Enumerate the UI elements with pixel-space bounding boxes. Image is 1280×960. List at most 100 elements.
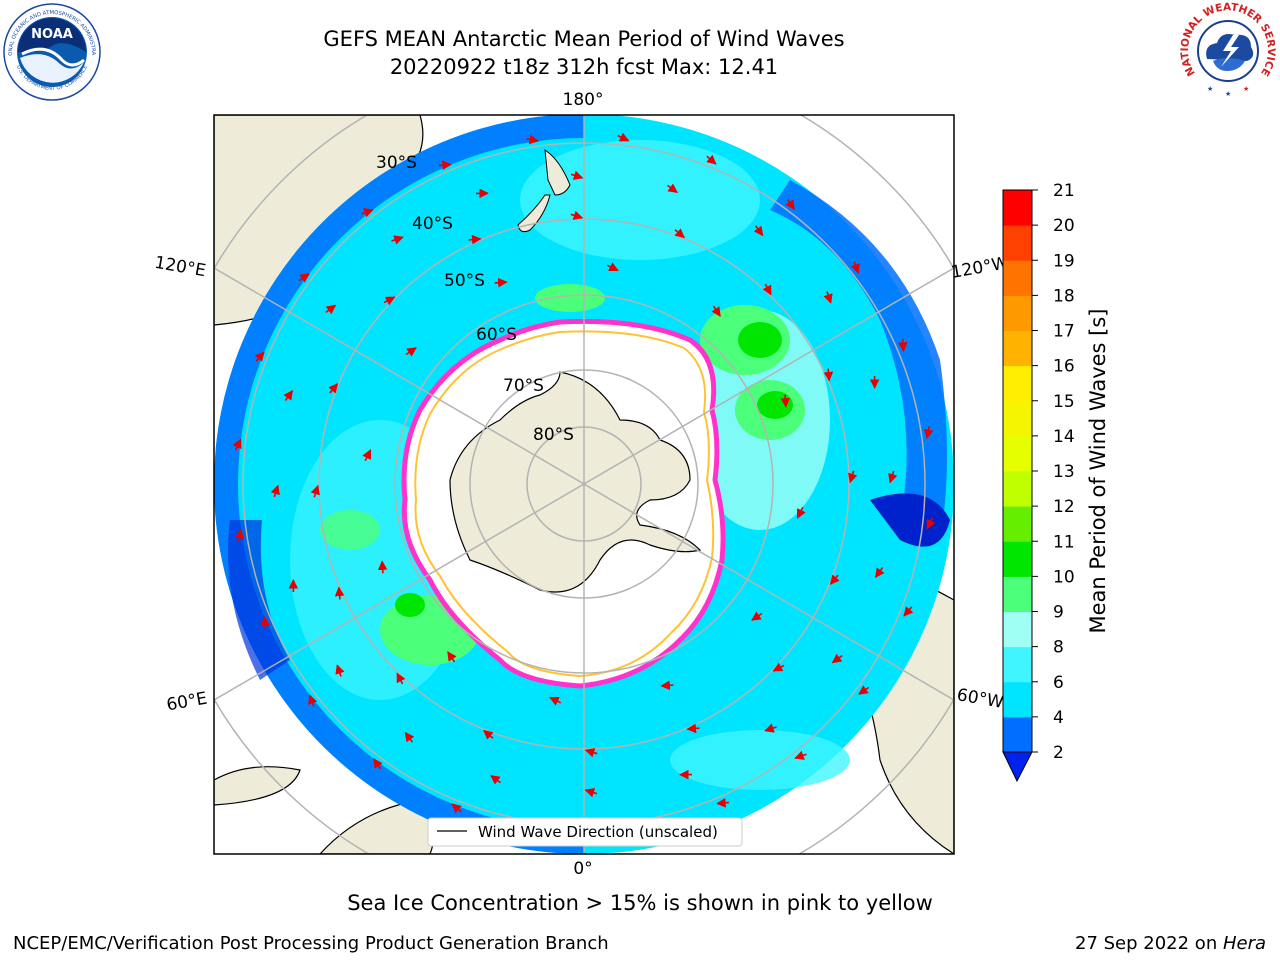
colorbar-extend-triangle (1002, 751, 1033, 783)
wave-arrow (362, 449, 372, 462)
wave-arrow (570, 170, 584, 180)
nws-logo: NATIONAL WEATHER SERVICE ★ ★ ★ (1179, 1, 1277, 99)
colorbar-block (1003, 716, 1032, 753)
lat-label-50s: 50°S (444, 271, 485, 291)
wave-arrow (584, 788, 598, 798)
colorbar-block (1003, 330, 1032, 367)
wave-arrow (848, 470, 858, 484)
colorbar-block (1003, 681, 1032, 718)
wave-arrow (780, 394, 791, 408)
wave-arrow (310, 484, 320, 498)
wind-wave-arrows (232, 132, 936, 836)
lat-label-70s: 70°S (503, 376, 544, 396)
lat-label-80s: 80°S (533, 425, 574, 445)
colorbar-tick-label: 14 (1053, 427, 1075, 447)
wave-arrow (468, 234, 482, 245)
colorbar-tick-label: 4 (1053, 708, 1064, 728)
footer-date-text: 27 Sep 2022 on (1075, 933, 1223, 954)
wave-arrow (234, 528, 245, 542)
wave-arrow (447, 651, 457, 663)
colorbar-block (1003, 295, 1032, 331)
colorbar-tick-label: 8 (1053, 638, 1064, 658)
wave-arrow (483, 729, 494, 740)
colorbar-block (1003, 611, 1032, 648)
colorbar-block (1003, 471, 1032, 507)
wave-arrow (823, 291, 833, 304)
wave-arrow (404, 731, 415, 743)
wave-arrow (377, 560, 388, 574)
wave-arrow (716, 798, 729, 808)
wave-arrow (283, 390, 294, 401)
wave-arrow (888, 470, 898, 484)
svg-text:★: ★ (1243, 85, 1249, 93)
colorbar-tick-label: 12 (1053, 497, 1075, 517)
wave-arrow (686, 723, 700, 734)
wave-arrow (373, 758, 383, 770)
colorbar-tick-label: 6 (1053, 673, 1064, 693)
wave-arrow (794, 750, 807, 760)
colorbar-block (1003, 190, 1032, 226)
antarctica (449, 371, 702, 593)
wave-arrow (494, 277, 508, 288)
colorbar-block (1003, 435, 1032, 472)
colorbar-label: Mean Period of Wind Waves [s] (1086, 309, 1110, 634)
colorbar-block (1003, 541, 1032, 577)
wave-arrow (617, 132, 630, 142)
wave-arrow (334, 586, 345, 600)
svg-text:★: ★ (1225, 90, 1231, 98)
colorbar-block (1003, 260, 1032, 296)
wave-arrow (667, 183, 678, 194)
colorbar-tick-label: 2 (1053, 743, 1064, 763)
wave-arrow (926, 517, 936, 530)
new-zealand (517, 148, 571, 233)
colorbar-block (1003, 506, 1032, 542)
wave-arrow (829, 574, 840, 585)
colorbar-tick-label: 9 (1053, 603, 1064, 623)
colorbar-tick-label: 17 (1053, 322, 1075, 342)
wave-arrow (751, 611, 763, 621)
wave-arrow (796, 506, 806, 519)
colorbar-tick-label: 18 (1053, 286, 1075, 306)
wave-arrow (706, 154, 717, 165)
wave-arrow (785, 198, 795, 210)
wave-arrow (260, 616, 270, 629)
lon-label-180: 180° (563, 90, 604, 110)
chart-subtitle: 20220922 t18z 312h fcst Max: 12.41 (389, 55, 779, 79)
wave-arrow (903, 606, 914, 617)
wave-arrow (405, 347, 417, 357)
wave-arrow (850, 261, 860, 274)
wave-arrow (391, 235, 404, 245)
colorbar-tick-label: 19 (1053, 251, 1075, 271)
wave-arrow (823, 368, 834, 382)
colorbar-tick-label: 13 (1053, 462, 1075, 482)
wave-period-field (214, 115, 950, 854)
colorbar-block (1003, 400, 1032, 437)
wave-arrow (660, 680, 674, 691)
sea-ice-note: Sea Ice Concentration > 15% is shown in … (347, 891, 933, 915)
map-frame (213, 114, 955, 855)
wave-arrow (308, 694, 318, 707)
wave-arrow (451, 803, 462, 814)
wave-arrow (298, 273, 310, 283)
wave-arrow (570, 210, 584, 220)
colorbar-block (1003, 225, 1032, 261)
graticule (214, 115, 954, 854)
wave-arrow (361, 208, 374, 218)
colorbar-tick-label: 10 (1053, 567, 1075, 587)
lat-label-40s: 40°S (412, 214, 453, 234)
wave-arrow (753, 225, 764, 237)
wave-arrow (874, 567, 885, 578)
wave-arrow (254, 351, 265, 362)
wave-arrow (335, 664, 345, 677)
wave-arrow (762, 283, 772, 296)
wave-arrow (858, 685, 870, 695)
colorbar-ticks: 2 4 6 8 9 10 11 12 13 14 15 16 17 18 19 20 21 (1032, 181, 1075, 763)
footer-date: 27 Sep 2022 on Hera (1075, 933, 1266, 954)
colorbar-tick-label: 20 (1053, 216, 1075, 236)
legend-label: Wind Wave Direction (unscaled) (478, 823, 718, 841)
wave-arrow (325, 304, 337, 315)
svg-text:★: ★ (1207, 85, 1213, 93)
colorbar-blocks (1003, 190, 1032, 753)
